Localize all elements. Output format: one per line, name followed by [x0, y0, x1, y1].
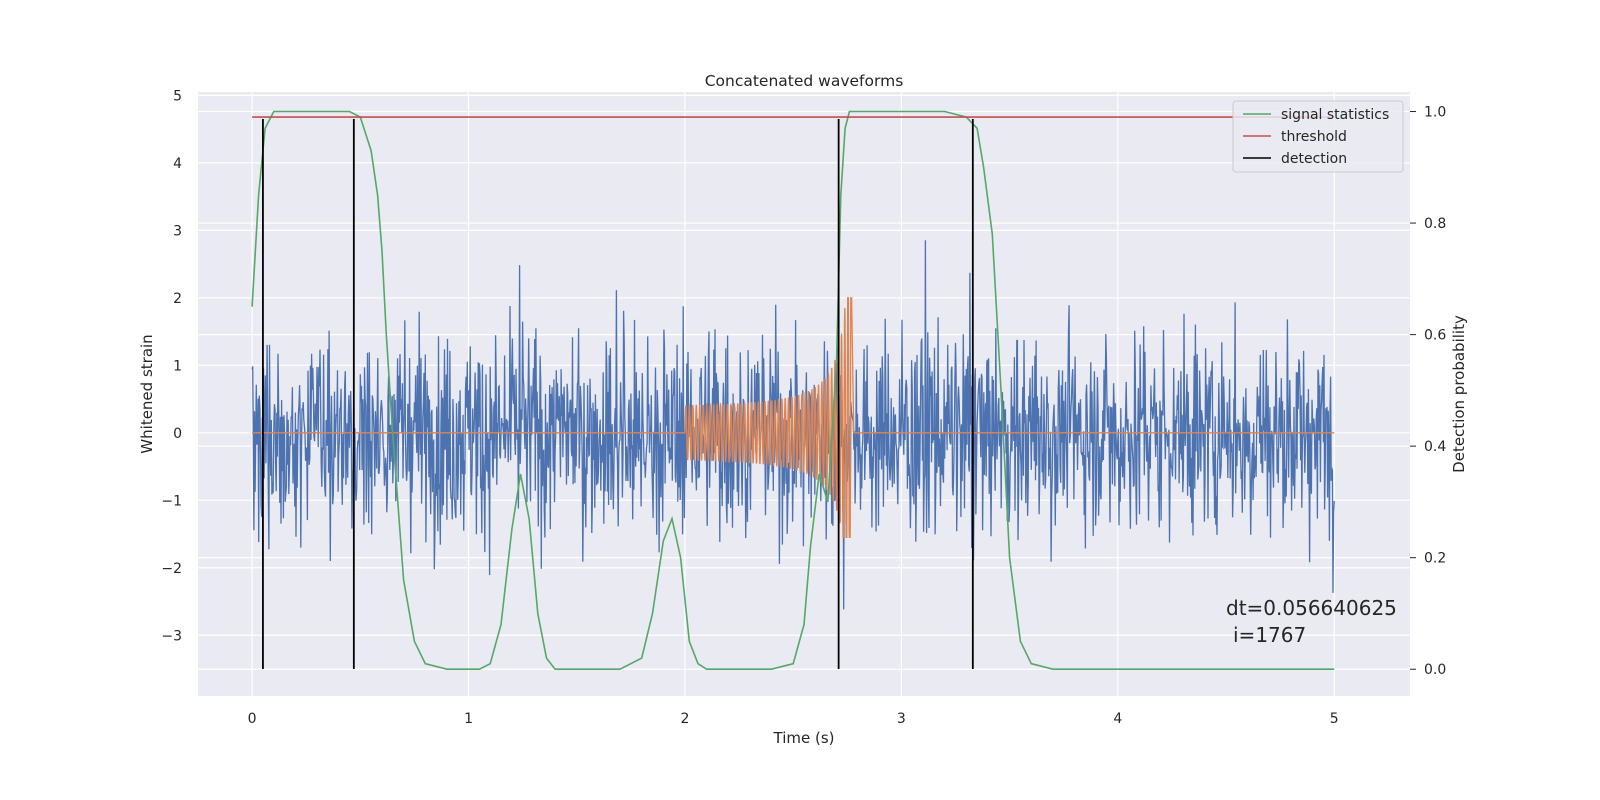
legend-label-detection: detection: [1281, 151, 1347, 167]
legend-box: [1232, 100, 1404, 173]
detection-series: [262, 118, 974, 670]
y-tick-label: −2: [161, 561, 182, 577]
y-axis-label: Whitened strain: [138, 334, 156, 453]
template-line: [252, 297, 1335, 539]
y-tick-label: 5: [173, 88, 182, 104]
y2-tick-label: 0.2: [1424, 551, 1446, 567]
legend: signal statistics threshold detection: [1232, 100, 1404, 173]
y2-tick-label: 1.0: [1424, 105, 1446, 121]
annotation-dt: dt=0.056640625: [1226, 596, 1397, 620]
chart-title: Concatenated waveforms: [705, 72, 904, 90]
x-axis-label: Time (s): [773, 729, 835, 747]
noise-trace: [251, 240, 1335, 610]
axis-ticks: 0 1 2 3 4 5 −3 −2 −1 0 1 2 3 4 5 0.0 0.2 0.4 0.6 0.8 1.0: [161, 88, 1446, 727]
annotation-i: i=1767: [1233, 623, 1306, 647]
x-tick-label: 5: [1330, 711, 1339, 727]
y-tick-label: 4: [173, 156, 182, 172]
y2-tick-label: 0.8: [1424, 216, 1446, 232]
legend-label-signal-statistics: signal statistics: [1281, 107, 1389, 123]
template-trace: [252, 297, 1335, 539]
y-tick-label: 3: [173, 223, 182, 239]
x-tick-label: 1: [464, 711, 473, 727]
y-tick-label: −1: [161, 493, 182, 509]
y-tick-label: 1: [173, 358, 182, 374]
y2-tick-label: 0.0: [1424, 662, 1446, 678]
noise-line: [251, 240, 1335, 610]
y-tick-label: 0: [173, 426, 182, 442]
x-tick-label: 4: [1113, 711, 1122, 727]
y2-tick-label: 0.4: [1424, 439, 1446, 455]
y2-tick-label: 0.6: [1424, 328, 1446, 344]
signal-statistics-line: [251, 110, 1335, 670]
x-tick-label: 2: [681, 711, 690, 727]
x-tick-label: 3: [897, 711, 906, 727]
legend-label-threshold: threshold: [1281, 129, 1347, 145]
x-tick-label: 0: [248, 711, 257, 727]
y-tick-label: −3: [161, 628, 182, 644]
signal-statistics-series: [251, 110, 1335, 670]
y2-axis-label: Detection probability: [1450, 315, 1468, 473]
y-tick-label: 2: [173, 291, 182, 307]
